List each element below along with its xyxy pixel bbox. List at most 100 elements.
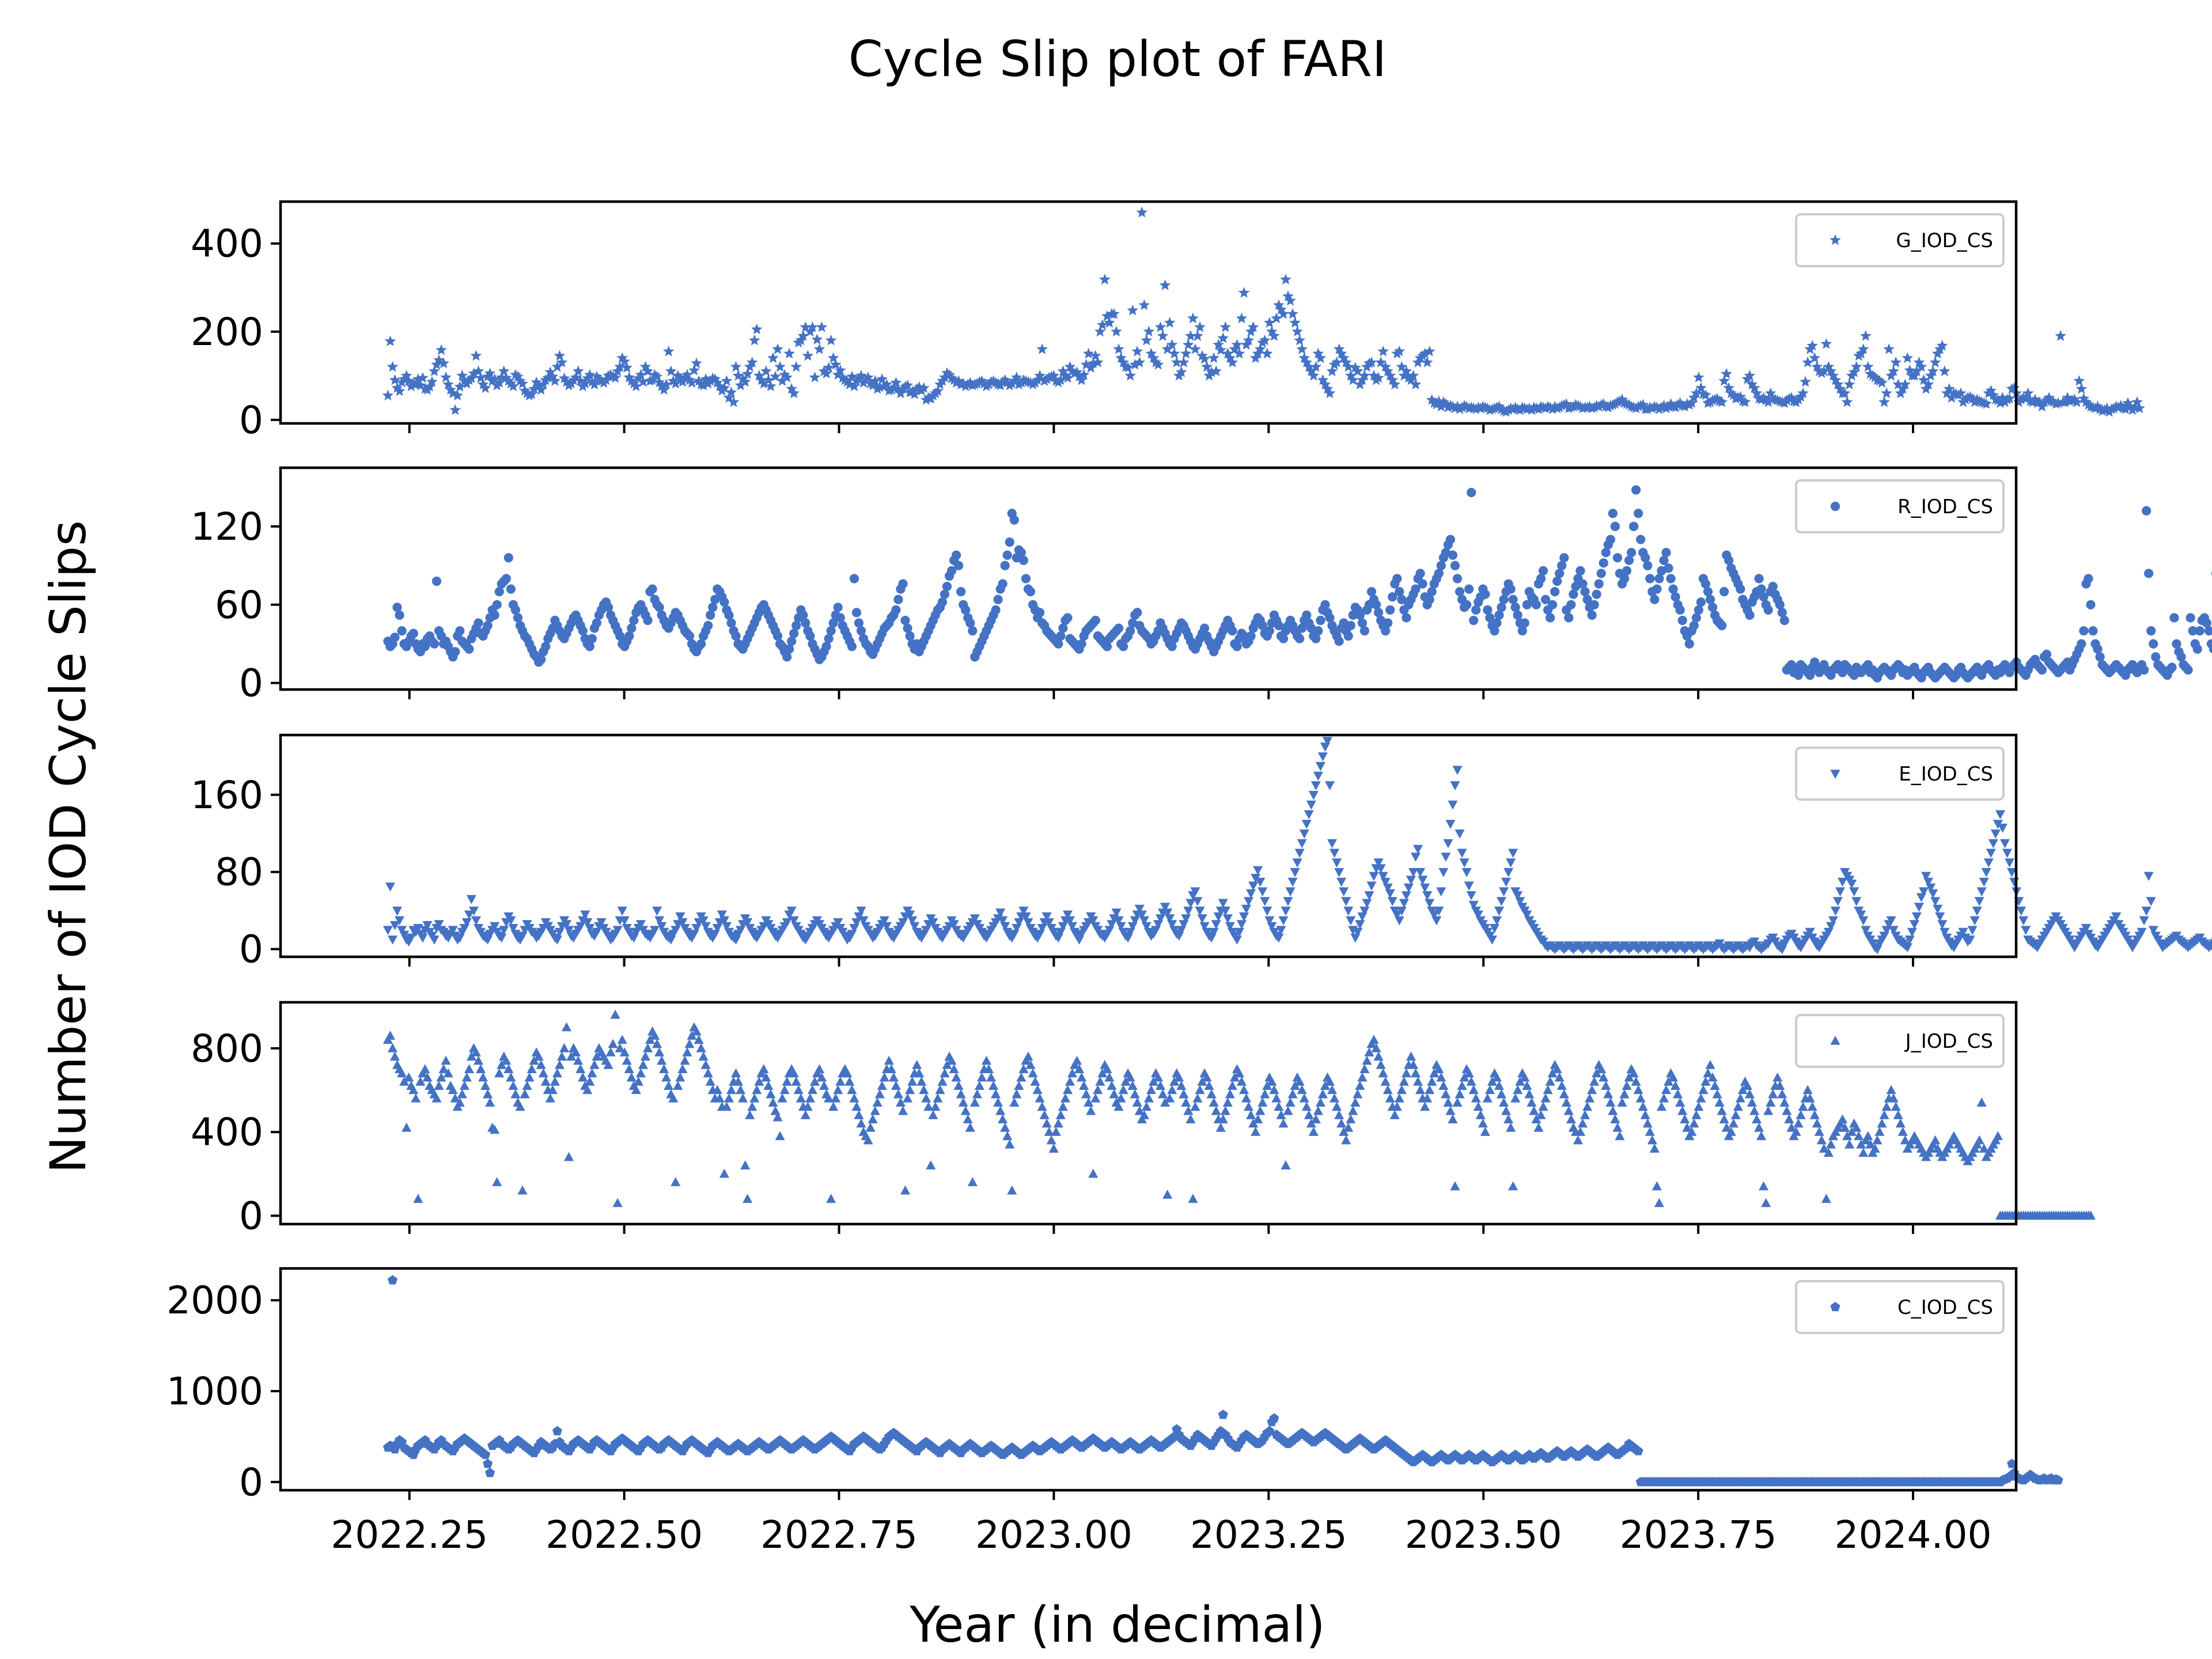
data-point: [1289, 317, 1301, 328]
data-point: [501, 1055, 512, 1065]
data-point: [1580, 1110, 1590, 1119]
data-point: [1838, 877, 1848, 887]
data-point: [1139, 916, 1149, 926]
data-point: [1415, 868, 1426, 877]
data-point: [1320, 743, 1330, 752]
data-point: [1220, 906, 1230, 916]
data-point: [1025, 1060, 1036, 1069]
data-point: [874, 1089, 885, 1099]
data-point: [907, 916, 918, 926]
data-point: [1816, 1135, 1827, 1145]
data-point: [1719, 1114, 1729, 1124]
data-point: [1752, 1114, 1762, 1124]
data-point: [1756, 584, 1766, 594]
data-point: [643, 615, 653, 626]
data-point: [1879, 1110, 1889, 1119]
data-point: [1566, 600, 1576, 609]
data-point: [698, 379, 709, 391]
data-point: [1161, 343, 1173, 354]
data-point: [1077, 1072, 1087, 1082]
data-point: [587, 634, 597, 643]
data-point: [1218, 899, 1228, 908]
data-point: [619, 1047, 630, 1056]
data-point: [765, 380, 777, 392]
data-point: [1691, 387, 1702, 399]
legend: G_IOD_CS: [1795, 213, 2005, 267]
data-point: [964, 377, 976, 388]
data-point: [739, 376, 751, 387]
data-point: [921, 1093, 931, 1103]
data-point: [476, 1064, 486, 1073]
data-point: [650, 1031, 660, 1040]
data-point: [2151, 652, 2161, 662]
data-point: [782, 918, 792, 927]
data-point: [1278, 634, 1289, 643]
data-point: [1759, 592, 1768, 602]
data-point: [809, 1077, 820, 1086]
data-point: [1342, 361, 1354, 372]
data-point: [1714, 1097, 1725, 1107]
data-point: [796, 1093, 806, 1103]
data-point: [1302, 610, 1312, 620]
data-point: [1508, 849, 1518, 858]
data-point: [1832, 378, 1844, 389]
data-point: [1122, 362, 1134, 373]
data-point: [2081, 924, 2091, 933]
data-point: [802, 1101, 813, 1111]
data-point: [429, 935, 440, 945]
data-point: [1907, 927, 1917, 937]
data-point: [1927, 365, 1939, 377]
data-point: [1281, 906, 1291, 916]
data-point: [1415, 569, 1425, 578]
data-point: [1222, 1097, 1233, 1107]
data-point: [488, 373, 501, 384]
data-point: [1219, 321, 1232, 332]
data-point: [1913, 357, 1925, 368]
data-point: [1002, 550, 1012, 560]
data-point: [1062, 372, 1074, 383]
data-point: [434, 920, 444, 930]
data-point: [760, 365, 772, 377]
data-point: [468, 368, 480, 378]
data-point: [1315, 352, 1327, 363]
data-point: [1888, 1093, 1899, 1103]
data-point: [1264, 626, 1274, 636]
data-point: [1271, 1093, 1282, 1103]
data-point: [540, 1077, 551, 1086]
data-point: [647, 584, 657, 594]
data-point: [651, 370, 663, 382]
data-point: [1320, 600, 1330, 609]
data-point: [869, 375, 881, 386]
data-point: [2142, 506, 2152, 516]
data-point: [1152, 358, 1164, 370]
data-point: [395, 916, 405, 926]
data-point: [1072, 1055, 1082, 1065]
data-point: [953, 375, 964, 386]
x-tick-label: 2023.50: [1405, 1513, 1562, 1557]
data-point: [1617, 1097, 1627, 1107]
data-point: [1378, 872, 1388, 881]
data-point: [1851, 1122, 1862, 1132]
data-point: [1434, 906, 1444, 916]
data-point: [1299, 1093, 1309, 1103]
data-point: [1306, 800, 1316, 810]
data-point: [1763, 605, 1773, 615]
data-point: [1118, 357, 1129, 368]
data-point: [403, 375, 415, 386]
data-point: [1371, 1043, 1381, 1052]
data-point: [415, 379, 426, 391]
data-point: [1190, 1101, 1200, 1111]
data-point: [1321, 382, 1334, 394]
data-point: [1976, 887, 1987, 897]
data-point: [480, 1449, 491, 1459]
data-point: [1378, 1068, 1388, 1078]
data-point: [1899, 378, 1911, 389]
y-tick-label: 400: [191, 1110, 263, 1154]
data-point: [1501, 1105, 1512, 1115]
data-point: [1141, 334, 1153, 346]
data-point: [575, 1064, 586, 1073]
data-point: [2092, 400, 2104, 412]
data-point: [1082, 347, 1094, 359]
data-point: [1387, 374, 1399, 385]
